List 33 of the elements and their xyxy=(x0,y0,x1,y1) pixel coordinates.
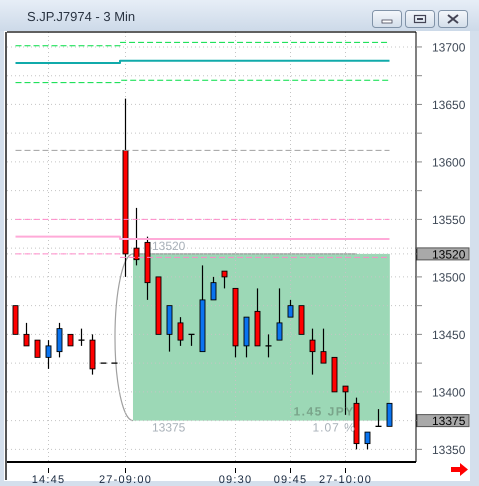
candlestick xyxy=(68,334,74,346)
x-tick-label: 09:30 xyxy=(218,474,252,486)
annotation: 13520 xyxy=(152,238,186,253)
y-tick-label: 13550 xyxy=(432,212,466,227)
candlestick xyxy=(320,328,326,364)
x-tick-label: 27-10:00 xyxy=(318,474,372,486)
candlestick xyxy=(56,322,62,358)
candlestick xyxy=(386,402,392,427)
annotation: 13375 xyxy=(152,420,186,435)
y-tick-label: 13700 xyxy=(432,40,466,54)
candlestick xyxy=(310,328,316,376)
x-tick-label: 14:45 xyxy=(32,474,66,486)
candlestick xyxy=(46,340,52,370)
y-tick-label: 13450 xyxy=(432,328,466,342)
candlestick xyxy=(364,432,370,450)
y-tick-label: 13650 xyxy=(432,98,466,112)
candlestick xyxy=(222,270,228,289)
candlestick xyxy=(34,340,40,358)
y-tick-label: 13400 xyxy=(432,385,466,400)
candlestick xyxy=(134,207,140,266)
chart-title: S.JP.J7974 - 3 Min xyxy=(27,9,136,24)
x-tick-label: 27-09:00 xyxy=(98,474,152,486)
y-tick-label: 13520 xyxy=(432,247,466,262)
candlestick xyxy=(276,288,282,341)
y-tick-label: 13350 xyxy=(432,442,466,457)
candlestick xyxy=(288,299,294,318)
y-tick-label: 13600 xyxy=(432,155,466,170)
candlestick xyxy=(24,322,30,346)
candlestick xyxy=(210,276,216,300)
x-tick-label: 09:45 xyxy=(274,474,308,486)
y-tick-label: 13375 xyxy=(432,414,466,428)
candlestick xyxy=(178,316,184,346)
y-tick-label: 13500 xyxy=(432,270,466,284)
